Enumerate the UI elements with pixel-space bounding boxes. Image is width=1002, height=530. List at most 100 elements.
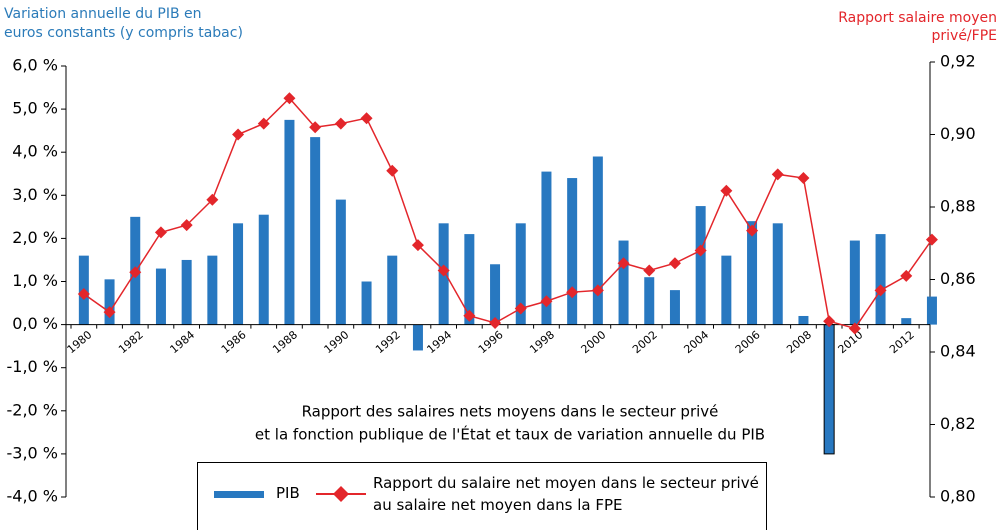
ratio-marker <box>386 164 399 177</box>
bar <box>155 268 166 325</box>
ratio-marker <box>540 295 553 308</box>
legend-marker <box>333 486 349 502</box>
x-tick-label: 1994 <box>424 328 454 356</box>
x-tick-label: 2012 <box>887 328 917 356</box>
ratio-marker <box>257 117 270 130</box>
bar <box>464 234 475 325</box>
bar <box>233 223 244 325</box>
ratio-marker <box>617 257 630 270</box>
y-tick-label: 6,0 % <box>12 56 58 75</box>
bar <box>669 290 680 325</box>
bar <box>284 119 295 325</box>
y-tick-label: 0,0 % <box>12 314 58 333</box>
bar <box>361 281 372 325</box>
x-tick-label: 1988 <box>270 328 300 356</box>
legend-bar-swatch <box>214 491 264 498</box>
bar <box>644 277 655 325</box>
bar <box>618 240 629 325</box>
y2-tick-label: 0,82 <box>940 414 976 433</box>
ratio-marker <box>514 302 527 315</box>
x-tick-label: 1990 <box>322 328 352 356</box>
y-tick-label: 2,0 % <box>12 228 58 247</box>
y2-tick-label: 0,92 <box>940 52 976 71</box>
x-tick-label: 2008 <box>784 328 814 356</box>
y2-tick-label: 0,90 <box>940 124 976 143</box>
bar <box>567 178 578 325</box>
y-axis-title: Variation annuelle du PIB en <box>4 6 202 22</box>
ratio-marker <box>129 266 142 279</box>
bar <box>181 259 192 325</box>
x-tick-label: 1986 <box>219 328 249 356</box>
y2-tick-label: 0,80 <box>940 487 976 506</box>
y-tick-label: 1,0 % <box>12 271 58 290</box>
y2-tick-label: 0,88 <box>940 197 976 216</box>
ratio-marker <box>411 239 424 252</box>
bar <box>901 318 912 325</box>
ratio-marker <box>720 184 733 197</box>
bar <box>926 296 937 325</box>
ratio-marker <box>437 264 450 277</box>
ratio-marker <box>694 244 707 257</box>
bar <box>335 199 346 325</box>
x-tick-label: 1998 <box>527 328 557 356</box>
ratio-marker <box>797 172 810 184</box>
legend-line-symbol <box>316 486 366 502</box>
ratio-marker <box>643 264 656 277</box>
y-tick-label: -4,0 % <box>6 487 58 506</box>
x-tick-label: 2000 <box>579 328 609 356</box>
y-tick-label: -3,0 % <box>6 443 58 462</box>
annotation: Rapport des salaires nets moyens dans le… <box>302 403 719 421</box>
ratio-marker <box>206 193 219 206</box>
legend-symbols <box>214 491 264 498</box>
ratio-marker <box>334 117 347 130</box>
annotation: et la fonction publique de l'État et tau… <box>255 425 765 444</box>
y2-axis-title: Rapport salaire moyen <box>838 10 997 26</box>
bar <box>798 315 809 325</box>
ratio-marker <box>823 315 836 328</box>
y-tick-label: 3,0 % <box>12 185 58 204</box>
bar <box>541 171 552 325</box>
y-tick-label: 4,0 % <box>12 142 58 161</box>
ratio-marker <box>103 306 116 319</box>
bar <box>849 240 860 325</box>
x-tick-label: 2004 <box>681 328 711 356</box>
y-tick-label: -1,0 % <box>6 357 58 376</box>
ratio-marker <box>283 92 296 105</box>
bar <box>258 214 269 325</box>
y-axis-title: euros constants (y compris tabac) <box>4 25 243 41</box>
x-tick-label: 1982 <box>116 328 146 356</box>
bar <box>207 255 218 325</box>
x-tick-label: 1984 <box>167 328 197 356</box>
x-tick-label: 1980 <box>65 328 95 356</box>
ratio-marker <box>925 233 938 246</box>
ratio-marker <box>566 286 579 299</box>
x-tick-label: 1996 <box>476 328 506 356</box>
bar <box>875 234 886 325</box>
bar <box>310 137 321 325</box>
bar <box>592 156 603 325</box>
ratio-marker <box>746 224 759 237</box>
bar <box>387 255 398 325</box>
bar <box>747 221 758 325</box>
ratio-marker <box>180 219 193 232</box>
ratio-marker <box>668 257 681 270</box>
ratio-marker <box>900 269 913 282</box>
legend: PIB Rapport du salaire net moyen dans le… <box>197 462 767 530</box>
ratio-marker <box>309 121 322 134</box>
x-tick-label: 2006 <box>733 328 763 356</box>
bar <box>695 206 706 325</box>
ratio-marker <box>489 317 502 329</box>
x-tick-label: 2010 <box>836 328 866 356</box>
legend-label: Rapport du salaire net moyen dans le sec… <box>373 474 759 514</box>
ratio-marker <box>591 284 604 297</box>
ratio-marker <box>848 322 861 335</box>
ratio-marker <box>463 309 476 322</box>
legend-label: PIB <box>276 484 300 502</box>
ratio-marker <box>874 284 887 297</box>
ratio-line <box>83 97 933 330</box>
y2-tick-label: 0,86 <box>940 269 976 288</box>
bar <box>412 324 423 351</box>
bar <box>104 279 115 325</box>
